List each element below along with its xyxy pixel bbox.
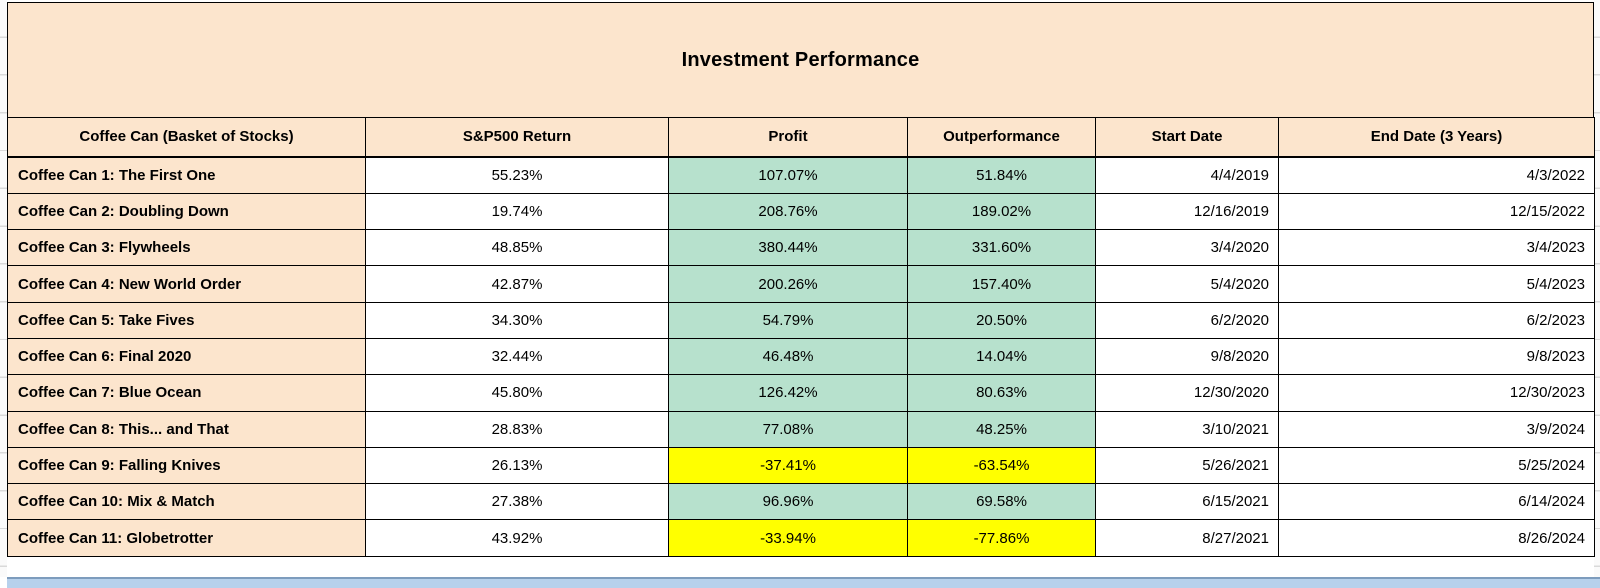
cell-name[interactable]: Coffee Can 11: Globetrotter xyxy=(7,519,366,557)
cell-sp500[interactable]: 43.92% xyxy=(365,519,669,557)
cell-sp500[interactable]: 55.23% xyxy=(365,156,669,194)
cell-name[interactable]: Coffee Can 5: Take Fives xyxy=(7,301,366,339)
column-header-sp500-return[interactable]: S&P500 Return xyxy=(365,116,669,158)
table-row: Coffee Can 1: The First One 55.23% 107.07%… xyxy=(7,156,1595,194)
table-row: Coffee Can 11: Globetrotter 43.92% -33.94%… xyxy=(7,519,1595,557)
column-header-basket[interactable]: Coffee Can (Basket of Stocks) xyxy=(7,116,366,158)
header-row: Coffee Can (Basket of Stocks) S&P500 Ret… xyxy=(7,116,1595,158)
cell-outperf[interactable]: -63.54% xyxy=(907,446,1096,485)
cell-outperf[interactable]: 80.63% xyxy=(907,374,1096,412)
table-row: Coffee Can 8: This... and That 28.83% 77.0… xyxy=(7,410,1595,448)
page-title: Investment Performance xyxy=(681,48,920,71)
cell-end[interactable]: 6/14/2024 xyxy=(1278,483,1595,521)
cell-end[interactable]: 5/25/2024 xyxy=(1278,446,1595,485)
sheet-margin-right xyxy=(1594,0,1600,577)
cell-start[interactable]: 6/2/2020 xyxy=(1095,301,1279,339)
cell-start[interactable]: 5/26/2021 xyxy=(1095,446,1279,485)
table-title-cell[interactable]: Investment Performance xyxy=(7,2,1594,118)
cell-end[interactable]: 5/4/2023 xyxy=(1278,265,1595,303)
cell-end[interactable]: 8/26/2024 xyxy=(1278,519,1595,557)
cell-sp500[interactable]: 48.85% xyxy=(365,229,669,267)
cell-end[interactable]: 9/8/2023 xyxy=(1278,337,1595,376)
table-row: Coffee Can 3: Flywheels 48.85% 380.44% 331.… xyxy=(7,229,1595,267)
table-row: Coffee Can 9: Falling Knives 26.13% -37.41… xyxy=(7,446,1595,485)
table-row: Coffee Can 10: Mix & Match 27.38% 96.96% 69… xyxy=(7,483,1595,521)
cell-start[interactable]: 8/27/2021 xyxy=(1095,519,1279,557)
cell-name[interactable]: Coffee Can 3: Flywheels xyxy=(7,229,366,267)
cell-outperf[interactable]: 331.60% xyxy=(907,229,1096,267)
cell-outperf[interactable]: 48.25% xyxy=(907,410,1096,448)
table-row: Coffee Can 4: New World Order 42.87% 200.2… xyxy=(7,265,1595,303)
cell-profit[interactable]: 77.08% xyxy=(668,410,908,448)
cell-end[interactable]: 3/4/2023 xyxy=(1278,229,1595,267)
cell-profit[interactable]: -37.41% xyxy=(668,446,908,485)
table-row: Coffee Can 6: Final 2020 32.44% 46.48% 14.0… xyxy=(7,337,1595,376)
cell-sp500[interactable]: 34.30% xyxy=(365,301,669,339)
cell-sp500[interactable]: 32.44% xyxy=(365,337,669,376)
cell-name[interactable]: Coffee Can 8: This... and That xyxy=(7,410,366,448)
cell-sp500[interactable]: 27.38% xyxy=(365,483,669,521)
cell-name[interactable]: Coffee Can 4: New World Order xyxy=(7,265,366,303)
cell-end[interactable]: 6/2/2023 xyxy=(1278,301,1595,339)
cell-end[interactable]: 12/15/2022 xyxy=(1278,192,1595,231)
cell-outperf[interactable]: 20.50% xyxy=(907,301,1096,339)
cell-name[interactable]: Coffee Can 7: Blue Ocean xyxy=(7,374,366,412)
bottom-selection-strip xyxy=(7,577,1600,588)
cell-sp500[interactable]: 42.87% xyxy=(365,265,669,303)
cell-outperf[interactable]: 157.40% xyxy=(907,265,1096,303)
cell-name[interactable]: Coffee Can 2: Doubling Down xyxy=(7,192,366,231)
cell-profit[interactable]: 208.76% xyxy=(668,192,908,231)
cell-profit[interactable]: 96.96% xyxy=(668,483,908,521)
table-row: Coffee Can 5: Take Fives 34.30% 54.79% 20.5… xyxy=(7,301,1595,339)
cell-outperf[interactable]: 14.04% xyxy=(907,337,1096,376)
cell-name[interactable]: Coffee Can 1: The First One xyxy=(7,156,366,194)
cell-sp500[interactable]: 28.83% xyxy=(365,410,669,448)
cell-profit[interactable]: 200.26% xyxy=(668,265,908,303)
cell-start[interactable]: 3/10/2021 xyxy=(1095,410,1279,448)
cell-profit[interactable]: 380.44% xyxy=(668,229,908,267)
cell-start[interactable]: 12/16/2019 xyxy=(1095,192,1279,231)
cell-start[interactable]: 3/4/2020 xyxy=(1095,229,1279,267)
cell-sp500[interactable]: 26.13% xyxy=(365,446,669,485)
cell-start[interactable]: 5/4/2020 xyxy=(1095,265,1279,303)
table-row: Coffee Can 2: Doubling Down 19.74% 208.76%… xyxy=(7,192,1595,231)
cell-name[interactable]: Coffee Can 6: Final 2020 xyxy=(7,337,366,376)
cell-sp500[interactable]: 19.74% xyxy=(365,192,669,231)
column-header-start-date[interactable]: Start Date xyxy=(1095,116,1279,158)
cell-outperf[interactable]: 51.84% xyxy=(907,156,1096,194)
investment-performance-table: Coffee Can (Basket of Stocks) S&P500 Ret… xyxy=(7,116,1595,557)
cell-end[interactable]: 12/30/2023 xyxy=(1278,374,1595,412)
cell-name[interactable]: Coffee Can 9: Falling Knives xyxy=(7,446,366,485)
table-body: Coffee Can 1: The First One 55.23% 107.07%… xyxy=(7,156,1595,557)
column-header-end-date[interactable]: End Date (3 Years) xyxy=(1278,116,1595,158)
cell-name[interactable]: Coffee Can 10: Mix & Match xyxy=(7,483,366,521)
cell-start[interactable]: 6/15/2021 xyxy=(1095,483,1279,521)
cell-end[interactable]: 4/3/2022 xyxy=(1278,156,1595,194)
table-row: Coffee Can 7: Blue Ocean 45.80% 126.42% 80.… xyxy=(7,374,1595,412)
spreadsheet-table: Investment Performance Coffee Can (Baske… xyxy=(7,2,1595,557)
cell-outperf[interactable]: 189.02% xyxy=(907,192,1096,231)
cell-profit[interactable]: 107.07% xyxy=(668,156,908,194)
cell-profit[interactable]: -33.94% xyxy=(668,519,908,557)
cell-sp500[interactable]: 45.80% xyxy=(365,374,669,412)
cell-outperf[interactable]: 69.58% xyxy=(907,483,1096,521)
cell-start[interactable]: 12/30/2020 xyxy=(1095,374,1279,412)
cell-end[interactable]: 3/9/2024 xyxy=(1278,410,1595,448)
column-header-outperformance[interactable]: Outperformance xyxy=(907,116,1096,158)
column-header-profit[interactable]: Profit xyxy=(668,116,908,158)
cell-profit[interactable]: 46.48% xyxy=(668,337,908,376)
sheet-margin-left xyxy=(0,0,7,577)
cell-profit[interactable]: 54.79% xyxy=(668,301,908,339)
cell-start[interactable]: 4/4/2019 xyxy=(1095,156,1279,194)
cell-profit[interactable]: 126.42% xyxy=(668,374,908,412)
cell-start[interactable]: 9/8/2020 xyxy=(1095,337,1279,376)
cell-outperf[interactable]: -77.86% xyxy=(907,519,1096,557)
